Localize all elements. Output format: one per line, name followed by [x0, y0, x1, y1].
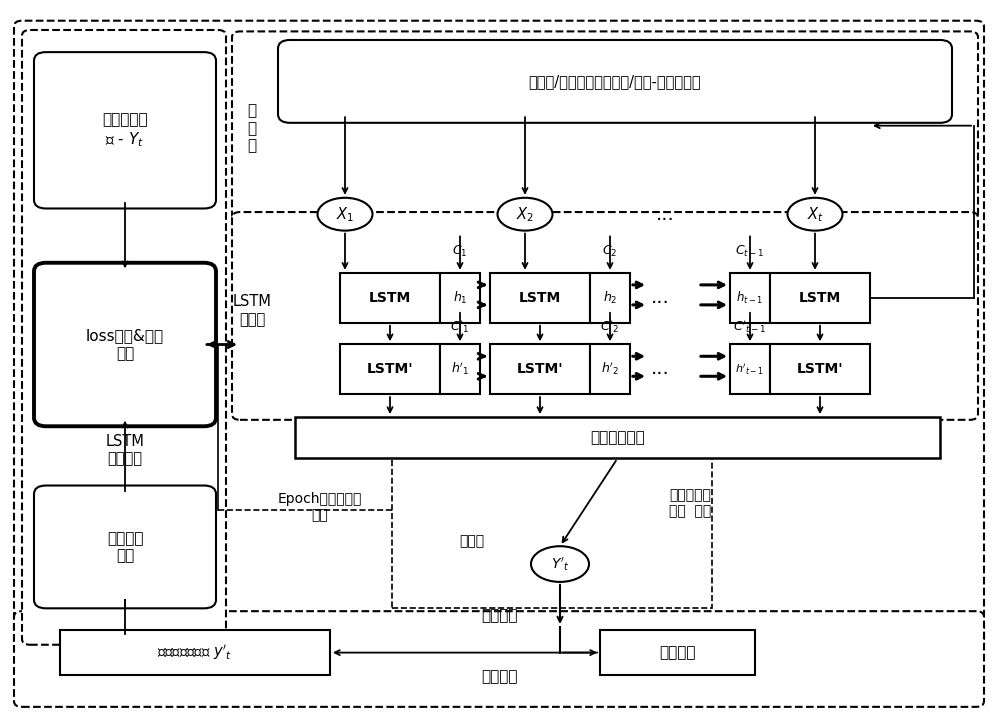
FancyBboxPatch shape [232, 31, 978, 220]
Text: $h'_2$: $h'_2$ [601, 361, 619, 378]
FancyBboxPatch shape [34, 52, 216, 208]
Text: LSTM': LSTM' [517, 362, 563, 376]
Text: $C'_2$: $C'_2$ [600, 318, 620, 335]
Text: loss计算&参数
优化: loss计算&参数 优化 [86, 328, 164, 361]
Text: 温致挠度回归值 $y'_t$: 温致挠度回归值 $y'_t$ [157, 643, 233, 663]
Text: $h_2$: $h_2$ [603, 290, 617, 306]
Text: LSTM
参数优化: LSTM 参数优化 [106, 433, 144, 466]
Text: LSTM
隐藏层: LSTM 隐藏层 [233, 294, 271, 327]
Text: $h_1$: $h_1$ [453, 290, 467, 306]
Text: LSTM': LSTM' [367, 362, 413, 376]
FancyBboxPatch shape [392, 430, 712, 608]
FancyBboxPatch shape [340, 344, 440, 394]
Text: $h_{t-1}$: $h_{t-1}$ [736, 290, 764, 306]
Text: ...: ... [656, 205, 674, 223]
Text: LSTM': LSTM' [797, 362, 843, 376]
Text: LSTM: LSTM [519, 291, 561, 305]
Text: $C'_1$: $C'_1$ [450, 318, 470, 335]
Text: 全连接函数层: 全连接函数层 [590, 430, 645, 446]
FancyBboxPatch shape [490, 273, 590, 323]
Text: 归一化真实
值 - $Y_t$: 归一化真实 值 - $Y_t$ [102, 112, 148, 149]
Text: 归一化/监督学习模式转换/训练-测试集划分: 归一化/监督学习模式转换/训练-测试集划分 [529, 74, 701, 89]
FancyBboxPatch shape [590, 273, 630, 323]
FancyBboxPatch shape [14, 611, 984, 707]
FancyBboxPatch shape [490, 344, 590, 394]
Text: Epoch数量＜预设
次数: Epoch数量＜预设 次数 [278, 492, 362, 522]
Text: 迭代＆模型
结束  确立: 迭代＆模型 结束 确立 [669, 488, 711, 518]
Text: $C'_{t-1}$: $C'_{t-1}$ [733, 318, 767, 335]
FancyBboxPatch shape [770, 344, 870, 394]
FancyBboxPatch shape [600, 630, 755, 675]
Text: ...: ... [651, 359, 669, 378]
FancyBboxPatch shape [590, 344, 630, 394]
Text: $h'_1$: $h'_1$ [451, 361, 469, 378]
FancyBboxPatch shape [440, 273, 480, 323]
FancyBboxPatch shape [770, 273, 870, 323]
Ellipse shape [788, 198, 842, 231]
FancyBboxPatch shape [22, 30, 226, 645]
FancyBboxPatch shape [34, 263, 216, 426]
Ellipse shape [498, 198, 552, 231]
FancyBboxPatch shape [60, 630, 330, 675]
FancyBboxPatch shape [340, 273, 440, 323]
Text: LSTM: LSTM [369, 291, 411, 305]
Text: $h'_{t-1}$: $h'_{t-1}$ [735, 362, 765, 376]
Text: LSTM: LSTM [799, 291, 841, 305]
Text: $X_t$: $X_t$ [807, 205, 823, 223]
Text: 归一化回
归值: 归一化回 归值 [107, 531, 143, 563]
FancyBboxPatch shape [730, 344, 770, 394]
Text: $Y'_t$: $Y'_t$ [551, 555, 569, 573]
FancyBboxPatch shape [14, 21, 984, 652]
Ellipse shape [318, 198, 372, 231]
Text: 输
入
层: 输 入 层 [247, 104, 257, 154]
Text: $C_{t-1}$: $C_{t-1}$ [735, 243, 765, 259]
Text: 输出层: 输出层 [459, 534, 485, 548]
Text: $C_1$: $C_1$ [452, 243, 468, 259]
Ellipse shape [531, 546, 589, 582]
Text: $X_1$: $X_1$ [336, 205, 354, 223]
Text: 测试阶段: 测试阶段 [482, 669, 518, 685]
FancyBboxPatch shape [278, 40, 952, 123]
FancyBboxPatch shape [34, 486, 216, 608]
FancyBboxPatch shape [232, 212, 978, 420]
Text: $X_2$: $X_2$ [516, 205, 534, 223]
Text: 反归一化: 反归一化 [659, 645, 696, 660]
Text: ...: ... [651, 288, 669, 306]
Text: $C_2$: $C_2$ [602, 243, 618, 259]
FancyBboxPatch shape [440, 344, 480, 394]
FancyBboxPatch shape [295, 417, 940, 458]
FancyBboxPatch shape [730, 273, 770, 323]
Text: 训练阶段: 训练阶段 [482, 608, 518, 623]
